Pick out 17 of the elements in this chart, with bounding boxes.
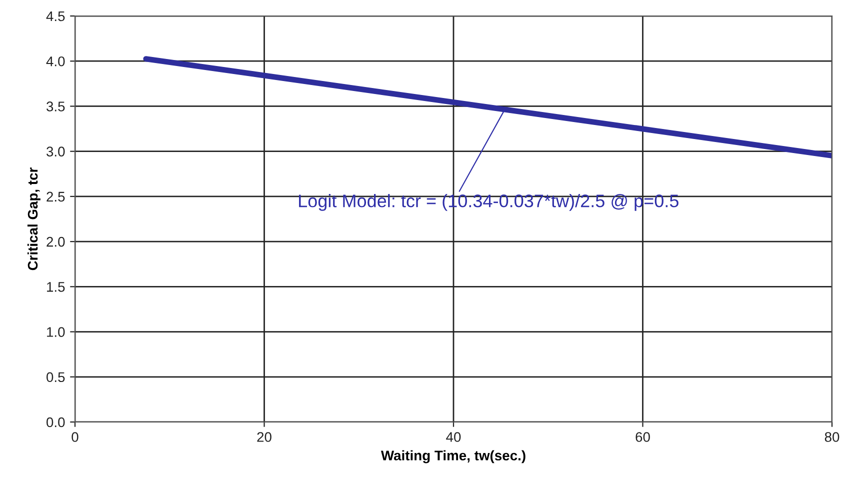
y-tick-label: 0.5 [46, 372, 65, 382]
y-tick-label: 2.5 [46, 192, 65, 202]
y-tick-label: 4.0 [46, 56, 65, 66]
x-tick-label: 20 [257, 432, 272, 442]
y-tick-label: 3.0 [46, 146, 65, 157]
y-tick-label: 2.0 [46, 236, 65, 247]
y-tick-label: 1.0 [47, 327, 65, 337]
y-axis-title: Critical Gap, tcr [27, 167, 40, 270]
x-tick-label: 0 [72, 432, 78, 442]
y-tick-label: 4.5 [46, 11, 65, 22]
y-tick-label: 3.5 [46, 102, 65, 112]
x-axis-title: Waiting Time, tw(sec.) [380, 450, 526, 464]
x-tick-label: 40 [446, 432, 461, 442]
y-tick-label: 0.0 [46, 417, 65, 428]
x-tick-label: 60 [636, 432, 650, 442]
y-tick-label: 1.5 [47, 282, 65, 292]
x-tick-label: 80 [824, 432, 840, 442]
